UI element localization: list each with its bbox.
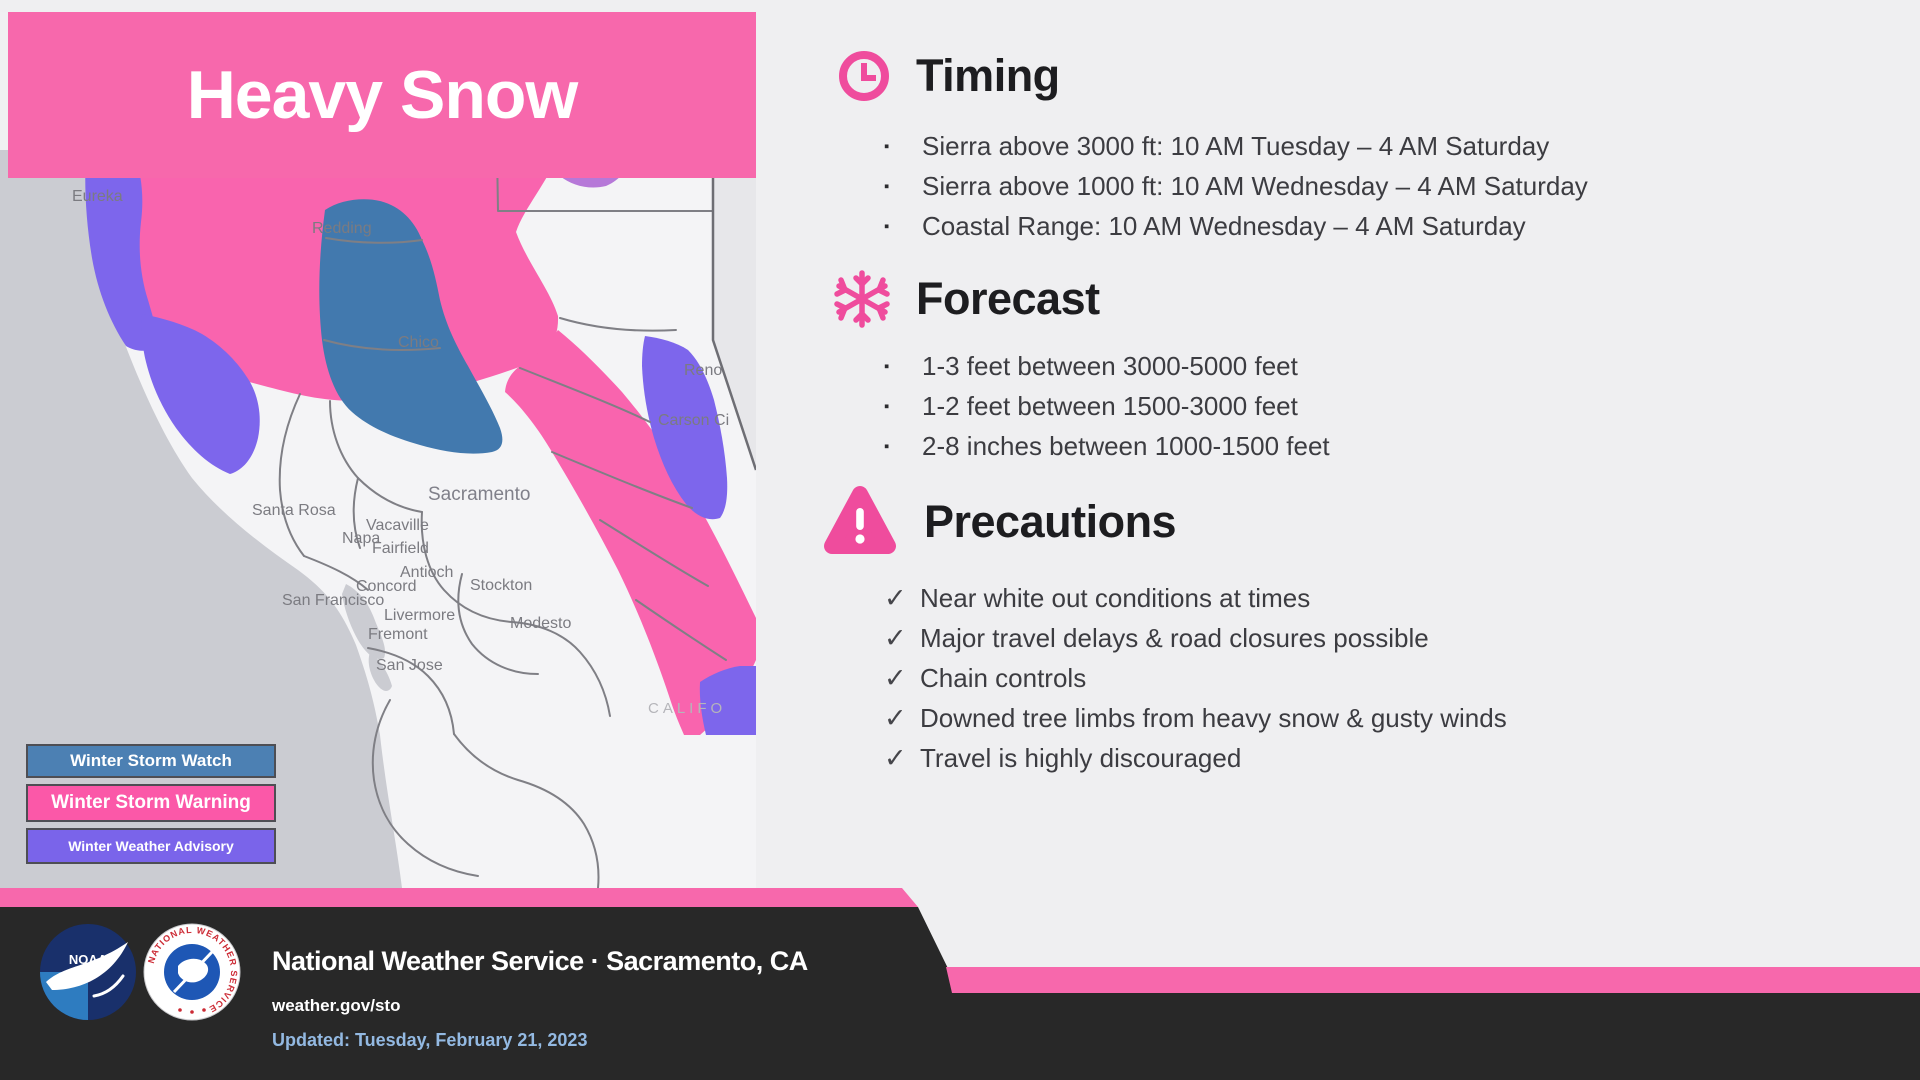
city-label: Redding — [312, 220, 372, 237]
check-icon: ✓ — [884, 662, 907, 693]
nws-logo: NATIONAL WEATHER SERVICE — [143, 923, 241, 1021]
bullet-item: ▪ 2-8 inches between 1000-1500 feet — [884, 426, 1330, 466]
city-label: Fremont — [368, 626, 428, 643]
bullet-text: Major travel delays & road closures poss… — [920, 622, 1429, 653]
square-bullet-icon: ▪ — [884, 217, 890, 235]
check-icon: ✓ — [884, 742, 907, 773]
city-label: Stockton — [470, 577, 533, 594]
banner-title: Heavy Snow — [186, 57, 579, 133]
city-label: Santa Rosa — [252, 502, 336, 519]
footer-url: weather.gov/sto — [272, 996, 401, 1015]
city-label: Vacaville — [366, 517, 429, 534]
bullet-text: 2-8 inches between 1000-1500 feet — [922, 430, 1330, 461]
city-label: Carson Ci — [658, 412, 730, 429]
forecast-list: ▪ 1-3 feet between 3000-5000 feet ▪ 1-2 fe… — [884, 346, 1330, 466]
map-panel: Eureka Redding Chico Sacramento Santa Ro… — [0, 0, 756, 888]
bullet-item: ▪ 1-3 feet between 3000-5000 feet — [884, 346, 1330, 386]
bullet-item: ✓ Near white out conditions at times — [884, 578, 1507, 618]
city-label: Fairfield — [372, 540, 429, 557]
noaa-logo-text: NOAA — [69, 952, 108, 967]
bullet-text: Chain controls — [920, 662, 1087, 693]
city-label: Eureka — [72, 188, 123, 205]
bullet-item: ✓ Chain controls — [884, 658, 1507, 698]
bullet-item: ▪ Sierra above 3000 ft: 10 AM Tuesday – 4… — [884, 126, 1588, 166]
footer-org-line: National Weather Service · Sacramento, C… — [272, 946, 808, 976]
check-icon: ✓ — [884, 702, 907, 733]
city-label: Reno — [684, 362, 723, 379]
timing-section: Timing — [836, 48, 1060, 104]
legend-item-warning: Winter Storm Warning — [26, 784, 276, 822]
precautions-list: ✓ Near white out conditions at times ✓ Maj… — [884, 578, 1507, 778]
square-bullet-icon: ▪ — [884, 137, 890, 155]
state-watermark: CALIFO — [648, 700, 727, 717]
legend-item-watch: Winter Storm Watch — [26, 744, 276, 778]
bullet-text: 1-3 feet between 3000-5000 feet — [922, 350, 1298, 381]
square-bullet-icon: ▪ — [884, 177, 890, 195]
bullet-item: ✓ Major travel delays & road closures pos… — [884, 618, 1507, 658]
city-label: San Jose — [376, 657, 443, 674]
snowflake-icon — [834, 270, 890, 328]
footer-ribbon — [0, 888, 1920, 1080]
warning-triangle-icon — [824, 486, 896, 554]
section-heading: Precautions — [924, 496, 1177, 547]
clock-icon — [839, 51, 889, 101]
bullet-item: ▪ 1-2 feet between 1500-3000 feet — [884, 386, 1330, 426]
bullet-item: ▪ Sierra above 1000 ft: 10 AM Wednesday –… — [884, 166, 1588, 206]
heavy-snow-banner: Heavy Snow — [8, 12, 756, 178]
forecast-section: Forecast — [832, 268, 1100, 330]
timing-list: ▪ Sierra above 3000 ft: 10 AM Tuesday – 4… — [884, 126, 1588, 246]
map-legend: Winter Storm Watch Winter Storm Warning … — [26, 744, 276, 870]
square-bullet-icon: ▪ — [884, 357, 890, 375]
city-label: Napa — [342, 530, 381, 547]
legend-item-advisory: Winter Weather Advisory — [26, 828, 276, 864]
city-label: Concord — [356, 578, 417, 595]
bullet-text: Sierra above 3000 ft: 10 AM Tuesday – 4 … — [922, 130, 1550, 161]
bullet-text: Downed tree limbs from heavy snow & gust… — [920, 702, 1507, 733]
bullet-text: Near white out conditions at times — [920, 582, 1311, 613]
square-bullet-icon: ▪ — [884, 397, 890, 415]
bullet-item: ✓ Downed tree limbs from heavy snow & gus… — [884, 698, 1507, 738]
city-label: Modesto — [510, 615, 572, 632]
check-icon: ✓ — [884, 582, 907, 613]
bullet-text: 1-2 feet between 1500-3000 feet — [922, 390, 1298, 421]
city-label: Antioch — [400, 564, 454, 581]
section-heading: Forecast — [916, 273, 1100, 324]
bullet-text: Coastal Range: 10 AM Wednesday – 4 AM Sa… — [922, 210, 1526, 241]
bullet-text: Sierra above 1000 ft: 10 AM Wednesday – … — [922, 170, 1588, 201]
precautions-section: Precautions — [820, 484, 1177, 560]
city-label: Sacramento — [428, 484, 531, 505]
footer-updated: Updated: Tuesday, February 21, 2023 — [272, 1030, 588, 1050]
bullet-item: ✓ Travel is highly discouraged — [884, 738, 1507, 778]
city-label: Chico — [398, 334, 439, 351]
section-heading: Timing — [916, 50, 1060, 101]
bullet-item: ▪ Coastal Range: 10 AM Wednesday – 4 AM S… — [884, 206, 1588, 246]
noaa-logo: NOAA — [40, 924, 136, 1020]
square-bullet-icon: ▪ — [884, 437, 890, 455]
city-label: San Francisco — [282, 592, 385, 609]
check-icon: ✓ — [884, 622, 907, 653]
bullet-text: Travel is highly discouraged — [920, 742, 1242, 773]
city-label: Livermore — [384, 607, 456, 624]
